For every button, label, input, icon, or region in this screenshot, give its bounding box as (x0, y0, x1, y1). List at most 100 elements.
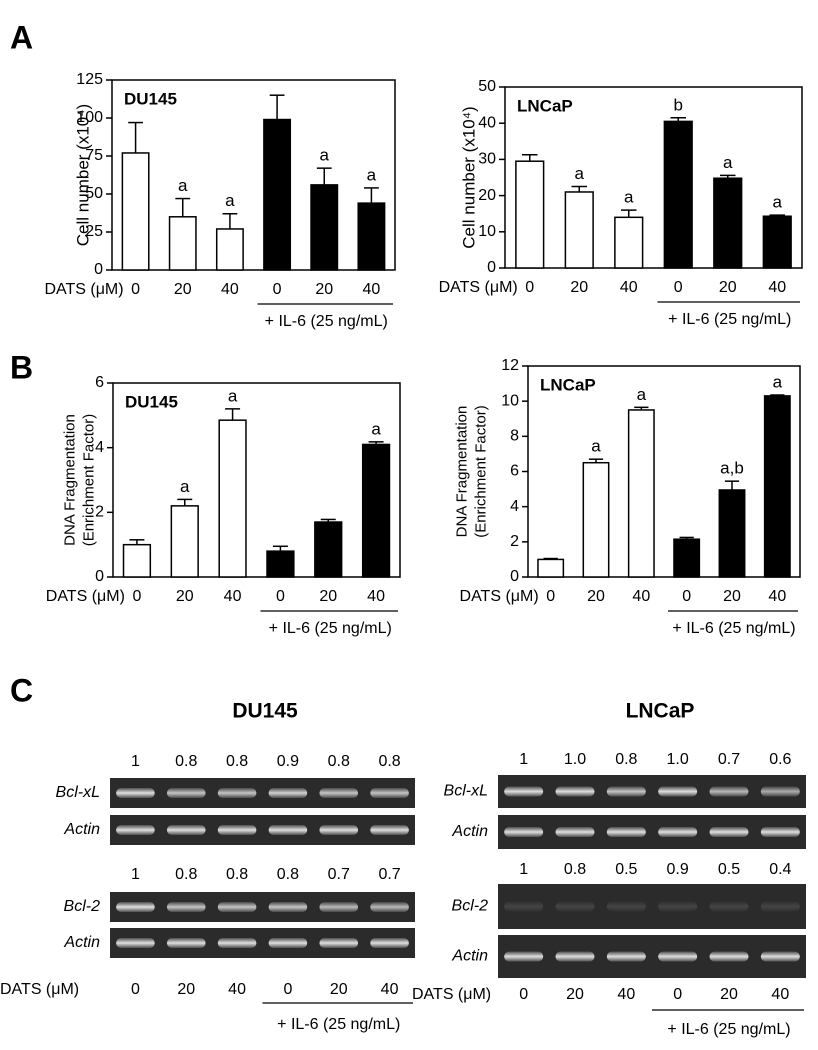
gel-image (498, 884, 806, 929)
significance-label: a,b (720, 459, 744, 478)
group-label: + IL-6 (25 ng/mL) (672, 620, 795, 637)
x-tick-label: 20 (315, 281, 333, 298)
panel-label: B (10, 349, 33, 385)
significance-label: a (575, 164, 585, 183)
significance-label: a (773, 372, 783, 391)
y-tick-label: 6 (95, 374, 104, 391)
y-tick-label: 75 (85, 147, 103, 164)
y-tick-label: 30 (478, 151, 496, 168)
x-axis-label: DATS (μM) (439, 279, 518, 296)
y-tick-label: 2 (95, 504, 104, 521)
bar (168, 216, 197, 271)
gel-image (498, 775, 806, 808)
x-tick-label: 20 (570, 279, 588, 296)
significance-label: a (367, 165, 377, 184)
gel-band (709, 901, 749, 912)
band-intensity: 1 (131, 866, 140, 883)
y-tick-label: 0 (94, 261, 103, 278)
y-tick-label: 100 (76, 109, 103, 126)
gel-band (319, 788, 359, 798)
bar (663, 120, 693, 269)
y-axis-label: (Enrichment Factor) (472, 405, 489, 538)
x-axis-label: DATS (μM) (44, 281, 123, 298)
gel-band (116, 788, 155, 798)
gel-title: LNCaP (626, 700, 695, 723)
bar (361, 443, 391, 578)
bar (627, 409, 655, 578)
bar (357, 202, 386, 271)
bar (515, 160, 545, 269)
x-tick-label: 0 (132, 588, 141, 605)
y-tick-label: 0 (95, 568, 104, 585)
y-tick-label: 2 (510, 533, 519, 550)
band-intensity: 0.8 (615, 751, 637, 768)
gel-band (166, 825, 206, 835)
gel-band (555, 951, 595, 962)
y-tick-label: 4 (95, 439, 104, 456)
gel-band (709, 786, 749, 797)
x-tick-label: 0 (682, 588, 691, 605)
gel-band (760, 827, 800, 837)
gel-band (709, 827, 749, 837)
dose-label: 40 (381, 981, 399, 998)
plot-frame (111, 79, 396, 271)
gel-band (504, 901, 544, 912)
band-intensity: 0.7 (328, 866, 350, 883)
x-tick-label: 20 (723, 588, 741, 605)
dose-label: 0 (131, 981, 140, 998)
x-axis-label: DATS (μM) (0, 981, 79, 998)
panel-label: C (10, 672, 33, 708)
gel-band (370, 938, 409, 948)
x-tick-label: 40 (632, 588, 650, 605)
x-tick-label: 20 (319, 588, 337, 605)
bar (215, 228, 244, 271)
y-axis-label: DNA Fragmentation (61, 414, 78, 546)
group-label: + IL-6 (25 ng/mL) (265, 313, 388, 330)
gel-band (606, 786, 646, 797)
x-tick-label: 20 (176, 588, 194, 605)
group-label: + IL-6 (25 ng/mL) (269, 620, 392, 637)
gel-title: DU145 (232, 700, 298, 723)
gel-band (217, 902, 257, 912)
significance-label: a (637, 385, 647, 404)
significance-label: a (228, 386, 238, 405)
x-axis-label: DATS (μM) (412, 986, 491, 1003)
gel-band (555, 827, 595, 837)
bar (121, 152, 150, 271)
band-intensity: 1.0 (564, 751, 586, 768)
gel-band (370, 788, 409, 798)
gel-band (658, 901, 698, 912)
gel-band (658, 827, 698, 837)
chart-title: LNCaP (540, 375, 596, 394)
y-tick-label: 25 (85, 223, 103, 240)
bar (263, 118, 292, 271)
gel-band (217, 938, 257, 948)
y-tick-label: 40 (478, 114, 496, 131)
gel-band (217, 825, 257, 835)
band-intensity: 0.9 (277, 753, 299, 770)
bar (170, 505, 199, 578)
gel-band (606, 901, 646, 912)
plot-frame (527, 365, 801, 578)
y-tick-label: 50 (478, 78, 496, 95)
y-tick-label: 0 (487, 259, 496, 276)
gel-band (166, 938, 206, 948)
chart-title: LNCaP (517, 96, 573, 115)
band-intensity: 0.8 (564, 861, 586, 878)
y-tick-label: 6 (510, 463, 519, 480)
dose-label: 20 (566, 986, 584, 1003)
y-tick-label: 0 (510, 568, 519, 585)
gel-band (370, 902, 409, 912)
x-tick-label: 40 (768, 279, 786, 296)
x-tick-label: 40 (224, 588, 242, 605)
gene-label: Actin (451, 823, 488, 840)
bar (614, 216, 644, 269)
gel-band (504, 827, 544, 837)
x-tick-label: 0 (276, 588, 285, 605)
y-axis-label: Cell number (x10⁴) (459, 106, 478, 248)
gel-band (268, 938, 308, 948)
x-tick-label: 20 (719, 279, 737, 296)
significance-label: a (225, 191, 235, 210)
gel-image (498, 935, 806, 978)
